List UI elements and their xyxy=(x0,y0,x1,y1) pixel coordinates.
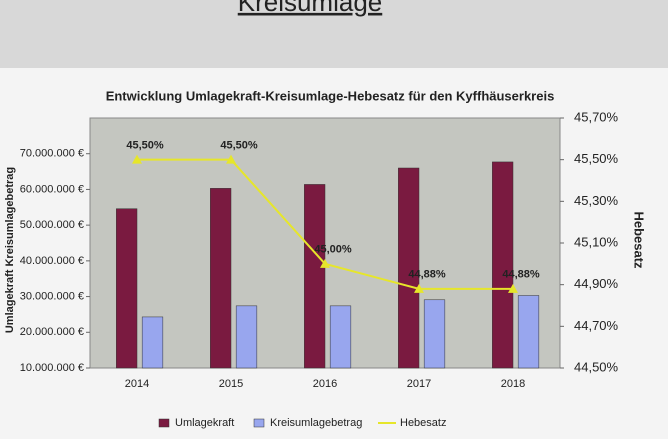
y2-axis-label: Hebesatz xyxy=(632,211,647,269)
bar xyxy=(210,188,232,369)
x-tick-label: 2015 xyxy=(219,378,243,390)
legend-label: Umlagekraft xyxy=(175,417,234,429)
y-tick-label: 40.000.000 € xyxy=(20,255,84,267)
bar xyxy=(116,208,138,369)
y-axis-label: Umlagekraft Kreisumlagebetrag xyxy=(4,167,16,333)
y2-tick-label: 44,90% xyxy=(574,276,619,291)
bar xyxy=(304,184,326,369)
bar xyxy=(517,295,540,369)
x-tick-label: 2017 xyxy=(407,378,431,390)
data-label: 45,00% xyxy=(314,244,352,256)
data-label: 44,88% xyxy=(408,269,446,281)
legend-label: Kreisumlagebetrag xyxy=(270,417,362,429)
chart-title: Entwicklung Umlagekraft-Kreisumlage-Hebe… xyxy=(106,88,555,103)
y-tick-label: 70.000.000 € xyxy=(20,148,84,160)
x-tick-label: 2018 xyxy=(501,378,525,390)
data-label: 45,50% xyxy=(126,140,164,152)
y-tick-label: 60.000.000 € xyxy=(20,183,84,195)
y-tick-label: 20.000.000 € xyxy=(20,326,84,338)
y2-tick-label: 44,70% xyxy=(574,318,619,333)
legend-swatch xyxy=(158,418,170,428)
x-tick-label: 2016 xyxy=(313,378,337,390)
line-marker xyxy=(132,154,142,164)
page-title: Kreisumlage xyxy=(238,0,383,17)
x-tick-label: 2014 xyxy=(125,378,149,390)
bar xyxy=(235,305,258,369)
bar xyxy=(423,299,446,369)
bar xyxy=(141,316,164,369)
y2-tick-label: 44,50% xyxy=(574,359,619,374)
y-tick-label: 50.000.000 € xyxy=(20,219,84,231)
y2-tick-label: 45,70% xyxy=(574,109,619,124)
y2-tick-label: 45,10% xyxy=(574,234,619,249)
bar xyxy=(492,161,514,369)
line-marker xyxy=(320,258,330,268)
y2-tick-label: 45,50% xyxy=(574,151,619,166)
line-marker xyxy=(508,283,518,293)
legend-swatch xyxy=(253,418,265,428)
legend-label: Hebesatz xyxy=(400,417,446,429)
data-label: 45,50% xyxy=(220,140,258,152)
bar xyxy=(329,305,352,369)
y-tick-label: 30.000.000 € xyxy=(20,290,84,302)
line-marker xyxy=(414,283,424,293)
y2-tick-label: 45,30% xyxy=(574,193,619,208)
data-label: 44,88% xyxy=(502,269,540,281)
bar xyxy=(398,167,420,369)
y-tick-label: 10.000.000 € xyxy=(20,362,84,374)
line-marker xyxy=(226,154,236,164)
